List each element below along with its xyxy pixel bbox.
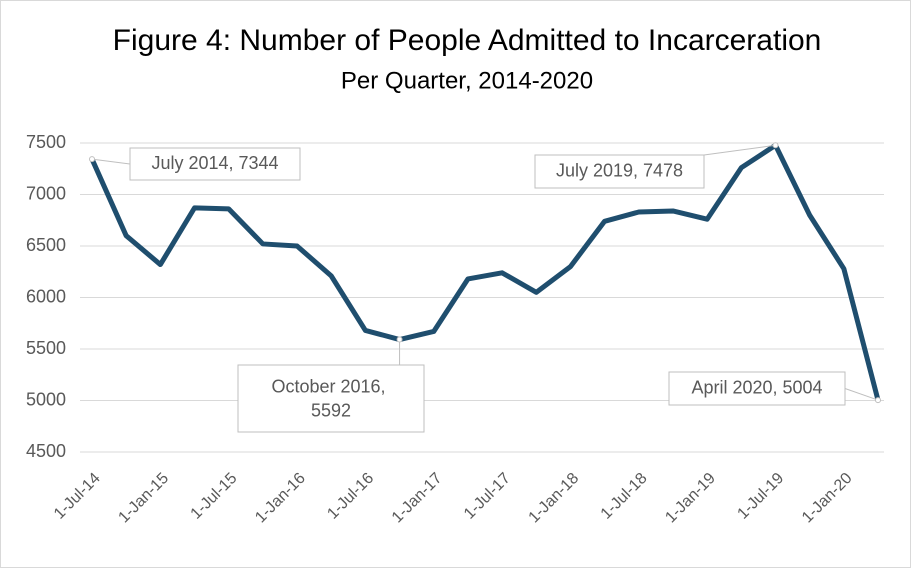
leader-line (91, 158, 131, 165)
point-marker (89, 156, 95, 163)
y-tick-label: 7500 (26, 132, 66, 152)
annotation-box (129, 147, 301, 181)
y-tick-label: 6000 (26, 286, 66, 306)
chart-subtitle: Per Quarter, 2014-2020 (341, 67, 593, 94)
y-tick-label: 6500 (26, 235, 66, 255)
leader-line (703, 144, 776, 156)
line-series (89, 142, 881, 403)
leader-line (844, 388, 879, 401)
annotation-box (237, 364, 425, 433)
annotation-box (668, 371, 846, 406)
chart-title: Figure 4: Number of People Admitted to I… (113, 24, 822, 57)
data-label-line: October 2016, (271, 376, 390, 396)
point-marker (396, 336, 403, 343)
annotation-box (534, 154, 705, 189)
point-marker (875, 397, 881, 404)
data-label: October 2016, 5592 (271, 376, 390, 420)
data-label-line: 5592 (311, 400, 351, 420)
data-label: July 2019, 7478 (556, 160, 683, 180)
data-label: July 2014, 7344 (151, 153, 278, 173)
point-marker (772, 142, 779, 149)
y-tick-label: 4500 (26, 441, 66, 461)
y-tick-label: 5500 (26, 338, 66, 358)
data-label: April 2020, 5004 (691, 377, 822, 397)
y-tick-label: 7000 (26, 183, 66, 203)
y-tick-label: 5000 (26, 389, 66, 409)
